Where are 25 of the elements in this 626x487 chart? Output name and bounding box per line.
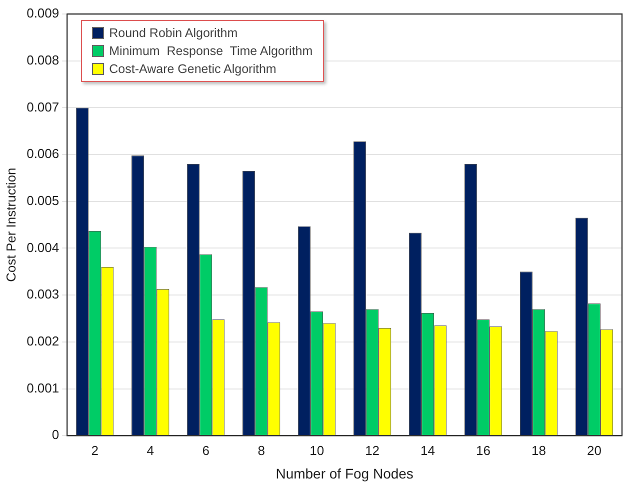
y-tick-label: 0.003 [26, 286, 60, 302]
x-tick-label: 4 [146, 442, 154, 458]
x-tick-label: 6 [202, 442, 210, 458]
y-tick-label: 0.005 [26, 192, 60, 208]
x-tick-label: 20 [587, 442, 602, 458]
y-tick-label: 0.001 [26, 380, 60, 396]
y-axis-title: Cost Per Instruction [3, 168, 18, 282]
legend-label: Minimum Response Time Algorithm [109, 44, 313, 58]
x-tick-label: 12 [365, 442, 380, 458]
x-tick-label: 10 [310, 442, 324, 458]
y-tick-label: 0.009 [26, 6, 60, 21]
y-tick-label: 0 [52, 427, 60, 442]
y-tick-label: 0.007 [26, 99, 60, 114]
x-axis-title: Number of Fog Nodes [276, 465, 414, 482]
x-tick-label: 2 [91, 442, 98, 458]
y-tick-label: 0.002 [26, 333, 60, 348]
y-tick-label: 0.008 [26, 52, 60, 68]
legend-label: Round Robin Algorithm [109, 26, 238, 40]
y-tick-label: 0.004 [26, 240, 60, 255]
x-tick-label: 14 [420, 442, 436, 458]
y-tick-label: 0.006 [26, 146, 60, 162]
x-tick-label: 18 [532, 442, 546, 458]
legend-label: Cost-Aware Genetic Algorithm [109, 62, 276, 76]
x-tick-label: 8 [258, 442, 265, 458]
x-tick-label: 16 [476, 442, 491, 458]
